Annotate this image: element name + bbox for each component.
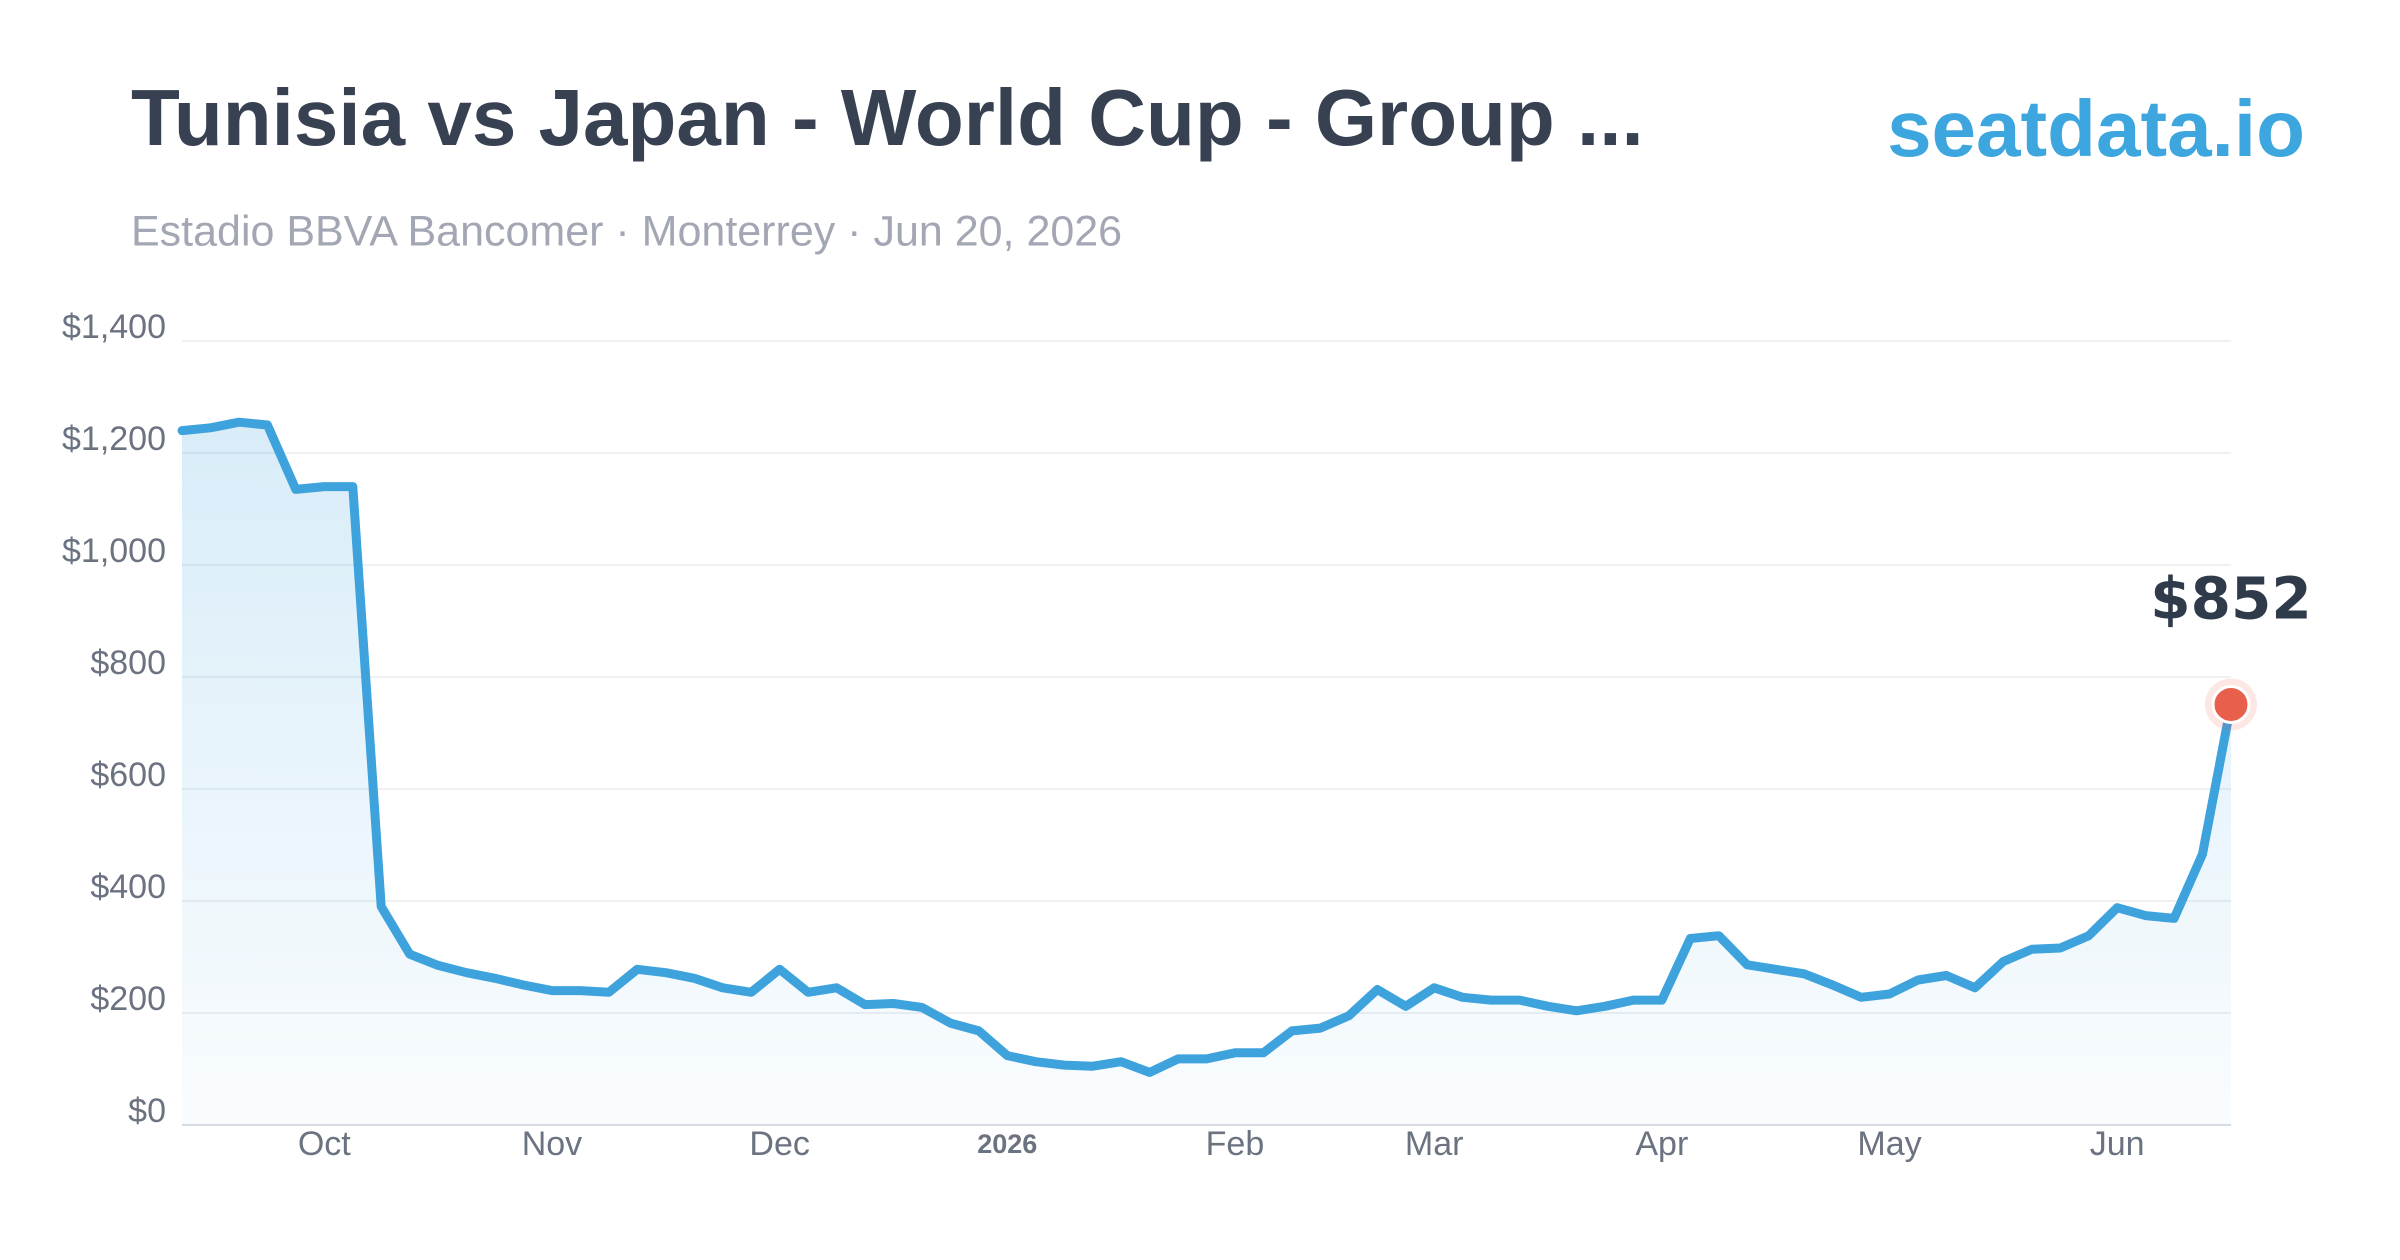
line xyxy=(177,417,2236,1077)
x-tick-label: Nov xyxy=(522,1125,582,1163)
x-tick-label: Feb xyxy=(1206,1125,1265,1163)
y-tick-label: $200 xyxy=(90,980,166,1018)
y-tick-label: $600 xyxy=(90,756,166,794)
annotation: $852 xyxy=(2150,565,2311,633)
last-point xyxy=(2211,684,2251,724)
y-tick-label: $1,200 xyxy=(62,420,166,458)
x-tick-label: May xyxy=(1857,1125,1921,1163)
y-tick-label: $400 xyxy=(90,868,166,906)
chart-title: Tunisia vs Japan - World Cup - Group ... xyxy=(131,73,1644,162)
x-tick-label: 2026 xyxy=(977,1129,1037,1159)
brand: seatdata.io xyxy=(1887,84,2305,173)
x-tick-label: Oct xyxy=(298,1125,351,1163)
y-tick-label: $800 xyxy=(90,644,166,682)
x-tick-label: Dec xyxy=(749,1125,809,1163)
x-tick-label: Apr xyxy=(1635,1125,1688,1163)
x-tick-label: Jun xyxy=(2090,1125,2145,1163)
y-tick-label: $0 xyxy=(128,1092,166,1130)
x-tick-label: Mar xyxy=(1405,1125,1464,1163)
chart-subtitle: Estadio BBVA Bancomer · Monterrey · Jun … xyxy=(131,207,1122,255)
y-tick-label: $1,400 xyxy=(62,308,166,346)
y-tick-label: $1,000 xyxy=(62,532,166,570)
area xyxy=(182,422,2231,1125)
